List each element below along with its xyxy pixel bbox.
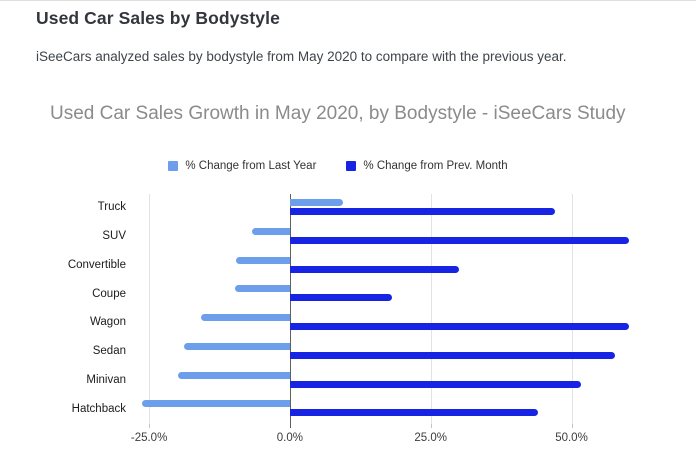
category-label: Truck [97, 201, 126, 214]
gridline [149, 194, 151, 424]
legend-swatch-icon [168, 161, 179, 171]
bar-change-prev-month[interactable] [289, 236, 629, 244]
bar-change-prev-month[interactable] [289, 294, 393, 302]
top-divider [0, 0, 696, 1]
bar-change-last-year[interactable] [178, 371, 290, 379]
plot-area: -25.0% 0.0% 25.0% 50.0% Truck SUV Convertible C… [68, 194, 656, 444]
bar-change-last-year[interactable] [236, 256, 290, 264]
bar-change-prev-month[interactable] [289, 351, 615, 359]
axis-tick [289, 424, 291, 428]
axis-tick [571, 424, 573, 428]
zero-axis-line [289, 194, 291, 428]
category-label: Coupe [92, 287, 126, 300]
x-axis-label: -25.0% [130, 432, 168, 444]
bar-change-last-year[interactable] [252, 227, 290, 235]
chart-title: Used Car Sales Growth in May 2020, by Bo… [50, 103, 626, 124]
gridline [571, 194, 573, 424]
page-title: Used Car Sales by Bodystyle [36, 8, 280, 28]
bar-change-last-year[interactable] [201, 314, 290, 321]
chart-legend: % Change from Last Year % Change from Pre… [0, 160, 686, 172]
bar-change-last-year[interactable] [184, 342, 290, 350]
legend-label: % Change from Last Year [185, 160, 317, 172]
x-axis-label: 0.0% [276, 432, 303, 444]
x-axis-label: 50.0% [555, 432, 588, 444]
bar-change-last-year[interactable] [234, 285, 290, 293]
legend-item-prev-month[interactable]: % Change from Prev. Month [346, 160, 508, 172]
category-label: Hatchback [71, 402, 126, 415]
legend-item-last-year[interactable]: % Change from Last Year [168, 160, 316, 172]
axis-tick [149, 424, 151, 428]
bar-change-prev-month[interactable] [289, 323, 629, 330]
category-label: Minivan [86, 373, 126, 386]
bar-change-last-year[interactable] [141, 400, 290, 408]
axis-tick [430, 424, 432, 428]
bar-change-last-year[interactable] [289, 199, 343, 206]
legend-label: % Change from Prev. Month [363, 160, 508, 172]
category-label: Convertible [67, 258, 126, 271]
x-axis-label: 25.0% [414, 432, 447, 444]
category-label: SUV [102, 230, 126, 243]
category-label: Sedan [92, 345, 126, 358]
bar-change-prev-month[interactable] [289, 409, 538, 417]
bar-change-prev-month[interactable] [289, 208, 555, 215]
page-subtitle: iSeeCars analyzed sales by bodystyle fro… [36, 49, 567, 64]
bar-change-prev-month[interactable] [289, 265, 460, 273]
legend-swatch-icon [346, 161, 357, 171]
gridline [430, 194, 432, 424]
bar-change-prev-month[interactable] [289, 380, 582, 388]
category-label: Wagon [89, 316, 126, 329]
